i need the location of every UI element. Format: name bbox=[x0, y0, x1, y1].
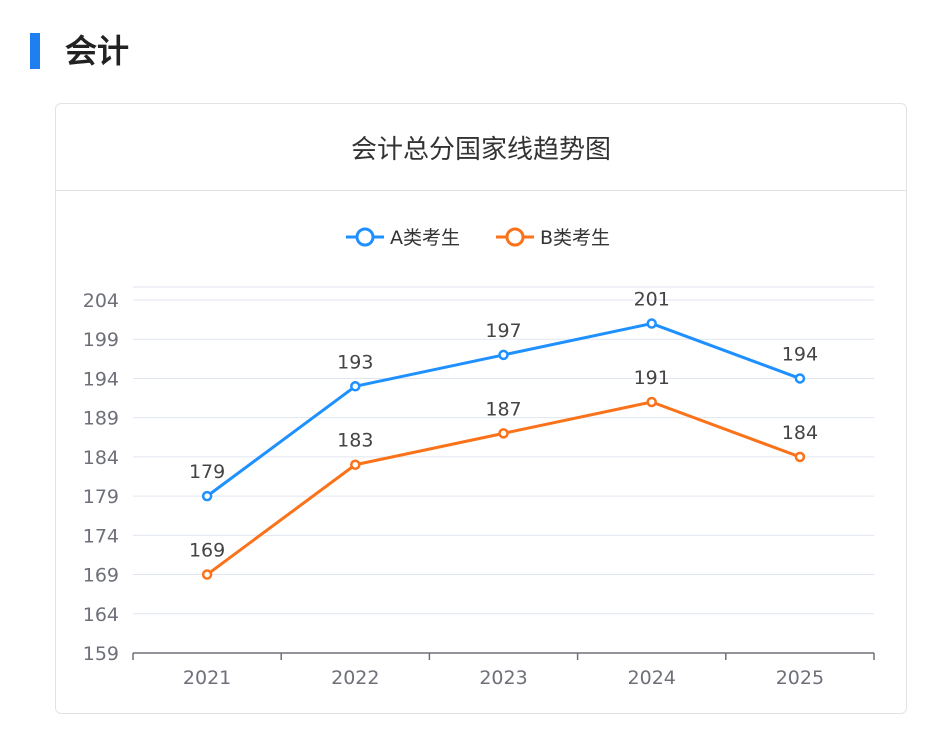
data-label: 197 bbox=[485, 320, 521, 342]
legend-item[interactable]: A类考生 bbox=[346, 227, 460, 249]
legend-label: B类考生 bbox=[540, 227, 610, 249]
data-label: 169 bbox=[189, 540, 225, 562]
legend-item[interactable]: B类考生 bbox=[496, 227, 610, 249]
legend-marker bbox=[505, 227, 525, 247]
data-label: 183 bbox=[337, 430, 373, 452]
data-point bbox=[350, 459, 361, 470]
y-tick-label: 204 bbox=[83, 290, 119, 312]
y-tick-label: 179 bbox=[83, 486, 119, 508]
data-point bbox=[498, 428, 509, 439]
data-label: 194 bbox=[782, 343, 818, 365]
y-tick-label: 174 bbox=[83, 525, 119, 547]
y-tick-label: 169 bbox=[83, 565, 119, 587]
data-point bbox=[646, 318, 657, 329]
chart-card: 会计总分国家线趋势图 A类考生 B类考生 159 164 169 174 179 184 189… bbox=[55, 103, 907, 714]
data-label: 193 bbox=[337, 351, 373, 373]
section-accent-bar bbox=[30, 33, 40, 69]
chart-card-header: 会计总分国家线趋势图 bbox=[56, 104, 906, 191]
x-tick-label: 2022 bbox=[331, 667, 379, 689]
data-label: 179 bbox=[189, 461, 225, 483]
x-tick-label: 2024 bbox=[628, 667, 676, 689]
y-tick-label: 159 bbox=[83, 643, 119, 665]
data-label: 191 bbox=[634, 367, 670, 389]
legend-marker bbox=[355, 227, 375, 247]
data-point bbox=[794, 373, 806, 384]
y-tick-label: 189 bbox=[83, 408, 119, 430]
y-tick-label: 194 bbox=[83, 368, 119, 390]
legend-label: A类考生 bbox=[390, 227, 460, 249]
y-tick-label: 199 bbox=[83, 329, 119, 351]
data-point bbox=[201, 569, 213, 580]
data-point bbox=[201, 490, 213, 502]
section-header: 会计 bbox=[30, 33, 129, 69]
chart-title: 会计总分国家线趋势图 bbox=[350, 134, 611, 165]
data-label: 184 bbox=[782, 422, 818, 444]
data-label: 187 bbox=[485, 398, 521, 420]
x-tick-label: 2023 bbox=[479, 667, 527, 689]
series-line bbox=[206, 400, 801, 576]
section-title: 会计 bbox=[65, 32, 130, 70]
x-tick-label: 2025 bbox=[776, 667, 824, 689]
data-point bbox=[646, 396, 657, 408]
data-point bbox=[498, 349, 509, 361]
x-tick-label: 2021 bbox=[183, 667, 231, 689]
y-tick-label: 184 bbox=[83, 447, 119, 469]
line-chart: A类考生 B类考生 159 164 169 174 179 184 189 194 199 204 20… bbox=[83, 227, 875, 689]
y-tick-label: 164 bbox=[83, 604, 119, 626]
data-point bbox=[794, 451, 806, 463]
data-label: 201 bbox=[634, 289, 670, 311]
data-point bbox=[350, 381, 361, 392]
